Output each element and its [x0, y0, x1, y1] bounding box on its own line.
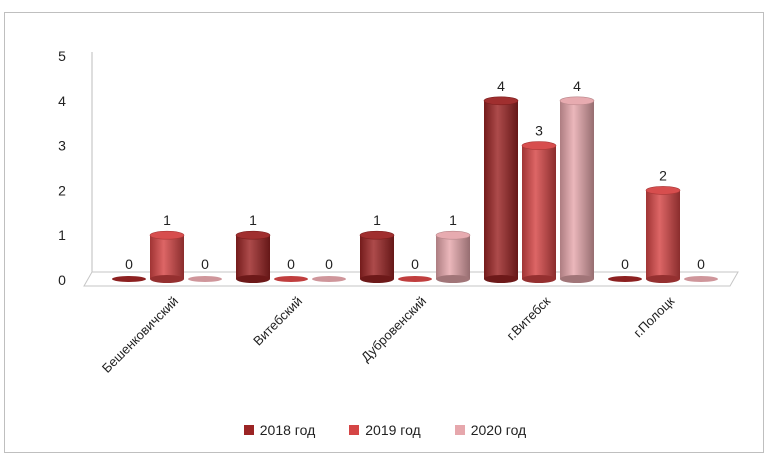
data-label-1-0: 1 [163, 212, 171, 228]
bar-base-1-4 [646, 275, 680, 283]
data-label-2-2: 1 [449, 212, 457, 228]
y-tick-label: 5 [58, 48, 66, 64]
data-label-0-0: 0 [125, 256, 133, 272]
bar-base-1-0 [150, 275, 184, 283]
legend-label-2020: 2020 год [470, 422, 527, 438]
legend-swatch-2020 [454, 425, 465, 435]
bar-1-0 [150, 235, 184, 279]
data-label-2-4: 0 [697, 256, 705, 272]
bar-base-1-3 [522, 275, 556, 283]
bar-2-1 [312, 276, 346, 282]
bar-0-4 [608, 276, 642, 282]
bar-top-1-3 [521, 141, 557, 150]
data-label-0-2: 1 [373, 212, 381, 228]
legend-item-2019: 2019 год [349, 422, 421, 438]
bar-base-0-2 [360, 275, 394, 283]
data-label-2-1: 0 [325, 256, 333, 272]
legend-item-2018: 2018 год [243, 422, 316, 438]
bar-1-4 [646, 190, 680, 279]
y-tick-label: 2 [58, 182, 66, 198]
y-tick-label: 3 [58, 138, 66, 154]
bar-top-1-0 [149, 230, 185, 240]
legend-item-2020: 2020 год [454, 422, 527, 438]
x-tick-label: г.Витебск [504, 293, 554, 343]
bar-base-0-3 [484, 275, 518, 283]
data-label-1-3: 3 [535, 123, 543, 139]
data-label-0-3: 4 [497, 78, 505, 94]
bar-top-0-1 [235, 230, 271, 240]
bar-2-2 [436, 235, 470, 279]
data-label-2-0: 0 [201, 256, 209, 272]
legend-label-2018: 2018 год [259, 422, 316, 438]
bar-2-3 [560, 100, 594, 279]
data-label-0-1: 1 [249, 212, 257, 228]
bar-base-0-1 [236, 275, 270, 283]
y-tick-label: 4 [58, 93, 66, 109]
legend-label-2019: 2019 год [365, 422, 421, 438]
bar-2-4 [684, 276, 718, 282]
bar-base-2-2 [436, 275, 470, 283]
legend-swatch-2018 [243, 425, 254, 435]
bar-top-1-4 [645, 186, 681, 195]
data-label-2-3: 4 [573, 78, 581, 94]
bar-base-2-3 [560, 275, 594, 283]
bar-1-3 [522, 145, 556, 279]
bar-top-0-3 [483, 96, 519, 106]
bar-1-1 [274, 276, 308, 282]
bar-2-0 [188, 276, 222, 282]
x-tick-label: Бешенковичский [99, 294, 181, 376]
bar-0-2 [360, 235, 394, 279]
y-tick-label: 1 [58, 227, 66, 243]
chart-legend: 2018 год 2019 год 2020 год [0, 422, 770, 438]
bar-top-0-2 [359, 230, 395, 240]
bar-1-2 [398, 276, 432, 282]
x-tick-label: г.Полоцк [630, 293, 677, 340]
legend-swatch-2019 [349, 425, 360, 435]
x-tick-label: Витебский [250, 294, 305, 349]
x-tick-label: Дубровенский [358, 294, 429, 365]
bar-0-0 [112, 276, 146, 282]
data-label-0-4: 0 [621, 256, 629, 272]
data-label-1-1: 0 [287, 256, 295, 272]
data-label-1-2: 0 [411, 256, 419, 272]
bar-0-1 [236, 235, 270, 279]
bar-top-2-3 [559, 96, 595, 106]
data-label-1-4: 2 [659, 167, 667, 183]
bar-top-2-2 [435, 230, 471, 240]
bar-0-3 [484, 100, 518, 279]
y-tick-label: 0 [58, 272, 66, 288]
